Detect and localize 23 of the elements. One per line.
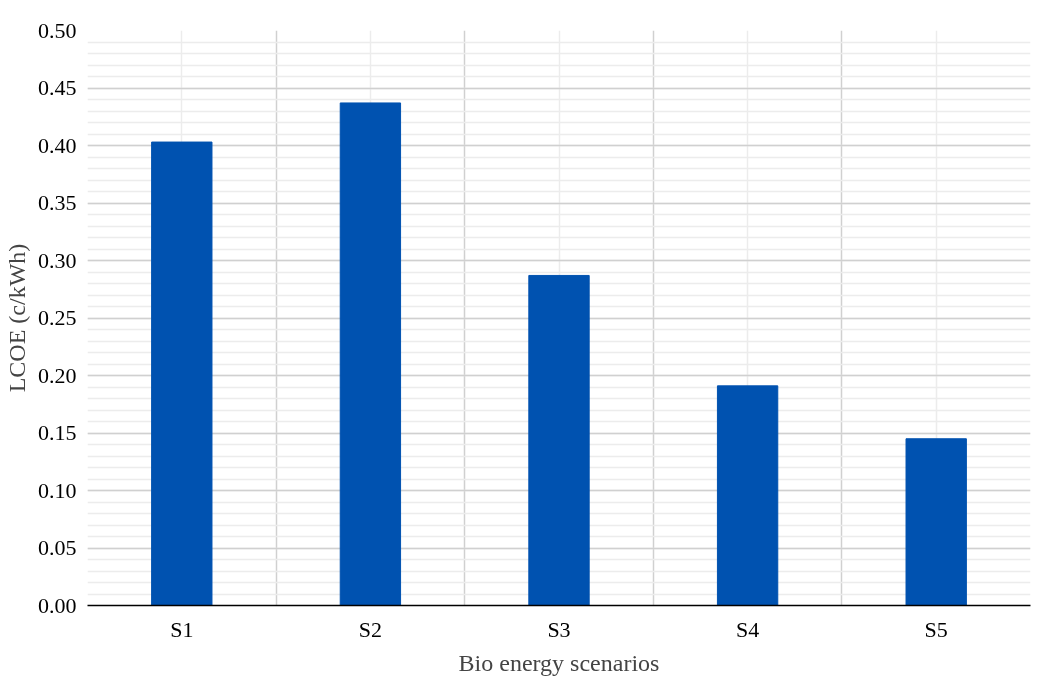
y-tick-label: 0.05 — [38, 535, 77, 560]
bar — [339, 102, 402, 606]
bar — [528, 274, 590, 606]
y-tick-label: 0.50 — [38, 17, 77, 43]
y-tick-label: 0.25 — [38, 305, 77, 330]
x-tick-label: S4 — [735, 616, 760, 642]
bar — [716, 385, 779, 606]
x-axis-title: Bio energy scenarios — [458, 649, 660, 676]
y-tick-label: 0.15 — [38, 420, 77, 445]
y-tick-label: 0.35 — [38, 190, 77, 215]
y-tick-label: 0.45 — [38, 75, 77, 100]
y-tick-label: 0.00 — [38, 592, 77, 618]
y-axis-title: LCOE (c/kWh) — [4, 243, 30, 393]
x-tick-label: S5 — [924, 616, 948, 642]
y-tick-label: 0.20 — [38, 362, 77, 388]
x-tick-label: S3 — [547, 616, 571, 642]
y-tick-label: 0.10 — [38, 477, 77, 503]
bar — [151, 141, 213, 606]
y-tick-label: 0.40 — [38, 132, 77, 158]
x-tick-label: S1 — [170, 616, 194, 642]
y-tick-label: 0.30 — [38, 247, 77, 273]
bar — [905, 438, 967, 606]
x-tick-label: S2 — [358, 616, 383, 642]
